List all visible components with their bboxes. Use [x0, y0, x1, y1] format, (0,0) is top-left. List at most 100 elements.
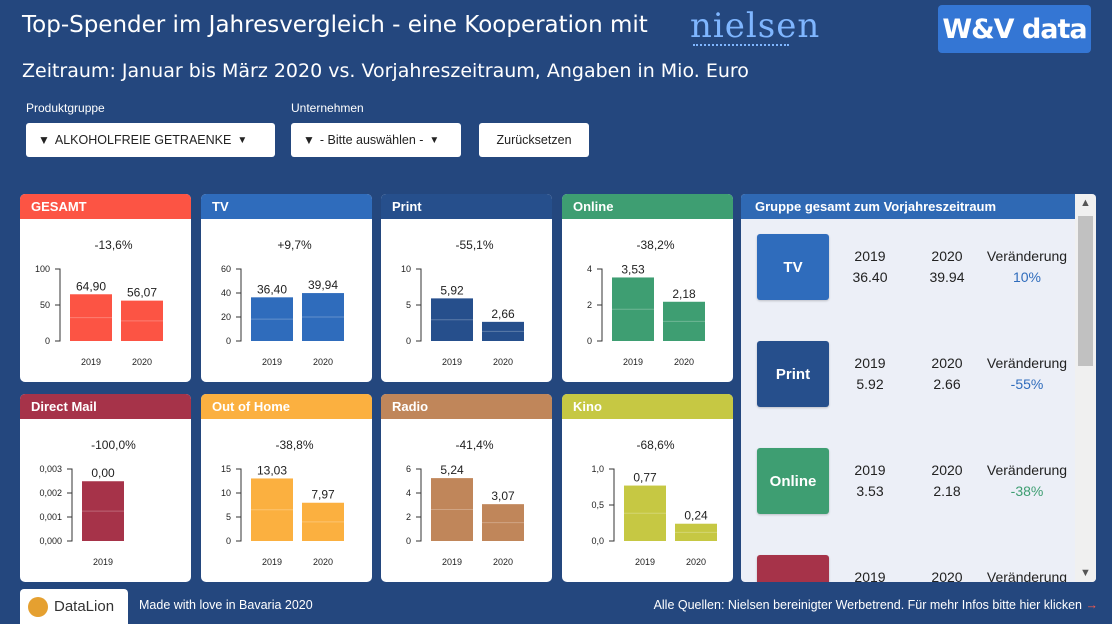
bar[interactable] [675, 523, 717, 541]
change-label: -41,4% [455, 438, 493, 452]
chart-title: Kino [562, 394, 733, 419]
group-year-2020: 2020 2.18 [922, 460, 972, 502]
sources-link[interactable]: Alle Quellen: Nielsen bereinigter Werbet… [654, 598, 1098, 612]
y-axis-line [416, 468, 422, 542]
x-category-label: 2019 [262, 357, 282, 367]
product-group-label: Produktgruppe [26, 101, 105, 115]
reset-button[interactable]: Zurücksetzen [479, 123, 589, 157]
bar-value-label: 39,94 [308, 278, 338, 292]
y-tick-label: 0,0 [591, 536, 604, 546]
y-tick-label: 0 [45, 336, 50, 346]
y-tick-label: 0,5 [591, 500, 604, 510]
company-value: - Bitte auswählen - [319, 133, 424, 147]
arrow-right-icon: → [1085, 598, 1099, 612]
change-label: -13,6% [94, 238, 132, 252]
chevron-down-icon: ▼ [429, 134, 440, 146]
group-row: 2019 2020 Veränderung [741, 555, 1071, 582]
scrollbar-thumb[interactable] [1078, 216, 1093, 366]
chart-title: Online [562, 194, 733, 219]
bar-chart: +9,7% 0 20 40 60 36,40 2019 39,94 2020 [221, 238, 344, 367]
x-category-label: 2020 [313, 357, 333, 367]
group-year-2020: 2020 [922, 567, 972, 582]
x-category-label: 2019 [442, 357, 462, 367]
page-subtitle: Zeitraum: Januar bis März 2020 vs. Vorja… [22, 60, 749, 82]
scrollbar[interactable]: ▲ ▼ [1075, 194, 1096, 582]
y-tick-label: 40 [221, 288, 231, 298]
nielsen-logo-dots [693, 44, 789, 46]
y-axis-line [67, 468, 73, 542]
change-label: Veränderung [986, 569, 1068, 582]
bar-chart: -100,0% 0,000 0,001 0,002 0,003 0,00 2019 [39, 438, 136, 567]
product-group-dropdown[interactable]: ▼ ALKOHOLFREIE GETRAENKE ▼ [26, 123, 275, 157]
year-label: 2020 [931, 569, 963, 582]
bar[interactable] [431, 298, 473, 341]
bar-value-label: 3,07 [491, 489, 515, 503]
y-tick-label: 20 [221, 312, 231, 322]
chart-panel: Out of Home -38,8% 0 5 10 15 13,03 2019 7,97 2020 [201, 394, 372, 582]
datalion-logo[interactable]: DataLion [20, 589, 128, 624]
group-row: Online 2019 3.53 2020 2.18 Veränderung -… [741, 448, 1071, 528]
bar[interactable] [251, 478, 293, 541]
y-tick-label: 10 [221, 488, 231, 498]
group-row: TV 2019 36.40 2020 39.94 Veränderung 10% [741, 234, 1071, 314]
group-year-2019: 2019 36.40 [845, 246, 895, 288]
scroll-up-icon[interactable]: ▲ [1080, 197, 1091, 209]
group-year-2019: 2019 [845, 567, 895, 582]
x-category-label: 2019 [623, 357, 643, 367]
lion-icon [28, 596, 48, 617]
chart-title: Print [381, 194, 552, 219]
bar[interactable] [482, 321, 524, 341]
company-label: Unternehmen [291, 101, 364, 115]
chart-title: TV [201, 194, 372, 219]
bar[interactable] [302, 293, 344, 341]
page-title: Top-Spender im Jahresvergleich - eine Ko… [22, 12, 648, 38]
group-name-box[interactable]: Online [757, 448, 829, 514]
change-label: -38,8% [275, 438, 313, 452]
chart-title: Out of Home [201, 394, 372, 419]
y-tick-label: 10 [401, 264, 411, 274]
group-year-2020: 2020 2.66 [922, 353, 972, 395]
bar[interactable] [70, 294, 112, 341]
year-label: 2020 [931, 462, 963, 478]
bar[interactable] [302, 502, 344, 541]
y-tick-label: 0 [406, 336, 411, 346]
bar[interactable] [663, 301, 705, 341]
y-tick-label: 5 [226, 512, 231, 522]
scroll-down-icon[interactable]: ▼ [1080, 567, 1091, 579]
datalion-brand: DataLion [54, 598, 115, 615]
made-with-text: Made with love in Bavaria 2020 [139, 598, 313, 612]
y-tick-label: 100 [35, 264, 50, 274]
year-label: 2019 [854, 462, 886, 478]
change-value: 10% [1012, 269, 1042, 285]
change-label: Veränderung [986, 355, 1068, 371]
change-label: Veränderung [986, 248, 1068, 264]
group-name-box[interactable] [757, 555, 829, 582]
group-comparison-panel: Gruppe gesamt zum Vorjahreszeitraum TV 2… [741, 194, 1096, 582]
y-tick-label: 0 [406, 536, 411, 546]
group-name-box[interactable]: TV [757, 234, 829, 300]
funnel-icon: ▼ [38, 133, 50, 147]
x-category-label: 2020 [674, 357, 694, 367]
x-category-label: 2020 [493, 557, 513, 567]
bar[interactable] [121, 300, 163, 341]
group-row: Print 2019 5.92 2020 2.66 Veränderung -5… [741, 341, 1071, 421]
year-label: 2019 [854, 355, 886, 371]
bar[interactable] [431, 478, 473, 541]
company-dropdown[interactable]: ▼ - Bitte auswählen - ▼ [291, 123, 461, 157]
y-tick-label: 0,002 [39, 488, 62, 498]
y-axis-line [236, 268, 242, 342]
x-category-label: 2019 [442, 557, 462, 567]
year-value: 2.18 [933, 483, 961, 499]
x-category-label: 2019 [635, 557, 655, 567]
y-tick-label: 0,003 [39, 464, 62, 474]
group-name-box[interactable]: Print [757, 341, 829, 407]
funnel-icon: ▼ [303, 133, 315, 147]
year-value: 39.94 [929, 269, 965, 285]
bar[interactable] [482, 504, 524, 541]
change-label: -68,6% [636, 438, 674, 452]
bar-value-label: 7,97 [311, 488, 335, 502]
bar[interactable] [624, 485, 666, 541]
bar[interactable] [82, 481, 124, 541]
bar[interactable] [612, 277, 654, 341]
bar[interactable] [251, 297, 293, 341]
